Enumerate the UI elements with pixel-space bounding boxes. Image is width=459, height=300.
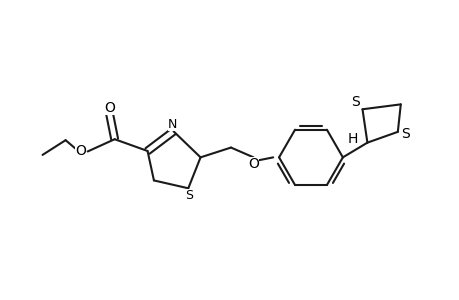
Text: S: S (185, 189, 193, 202)
Text: O: O (104, 101, 115, 115)
Text: O: O (247, 157, 258, 171)
Text: H: H (347, 132, 357, 146)
Text: S: S (400, 127, 409, 141)
Text: N: N (168, 118, 177, 131)
Text: S: S (350, 95, 359, 110)
Text: O: O (75, 145, 86, 158)
